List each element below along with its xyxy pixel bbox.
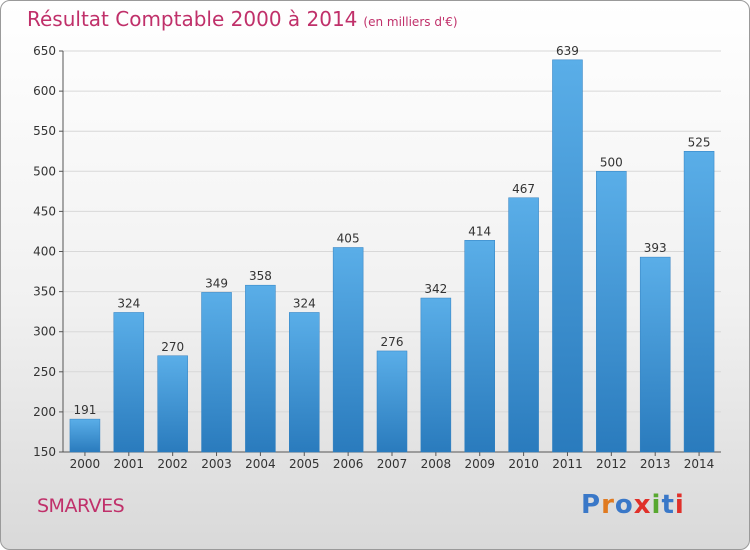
y-tick-label: 500 xyxy=(33,164,56,178)
data-label-2004: 358 xyxy=(249,269,272,283)
x-tick-label-2001: 2001 xyxy=(114,457,145,471)
data-label-2009: 414 xyxy=(468,224,491,238)
x-tick-label-2013: 2013 xyxy=(640,457,671,471)
x-tick-label-2004: 2004 xyxy=(245,457,276,471)
data-label-2006: 405 xyxy=(337,231,360,245)
bar-2000 xyxy=(69,418,101,453)
bars xyxy=(69,59,715,453)
x-tick-label-2011: 2011 xyxy=(552,457,583,471)
bar-2006 xyxy=(332,247,364,453)
bar-2009 xyxy=(464,240,495,453)
logo-letter: i xyxy=(651,490,662,520)
data-label-2011: 639 xyxy=(556,44,579,58)
x-tick-label-2006: 2006 xyxy=(333,457,364,471)
logo-letter: o xyxy=(614,490,634,520)
x-tick-label-2003: 2003 xyxy=(201,457,232,471)
bar-2010 xyxy=(508,197,539,453)
x-tick-label-2012: 2012 xyxy=(596,457,627,471)
bar-2007 xyxy=(376,350,408,453)
y-tick-label: 150 xyxy=(33,445,56,459)
y-tick-label: 650 xyxy=(33,44,56,58)
data-label-2001: 324 xyxy=(117,296,140,310)
y-tick-label: 300 xyxy=(33,325,56,339)
bar-2001 xyxy=(113,312,145,453)
logo-letter: i xyxy=(674,490,685,520)
x-tick-label-2014: 2014 xyxy=(684,457,715,471)
chart-subtitle: (en milliers d'€) xyxy=(363,15,458,29)
y-tick-label: 350 xyxy=(33,285,56,299)
bar-2011 xyxy=(552,59,583,453)
logo-letter: r xyxy=(601,490,615,520)
logo-letter: P xyxy=(581,490,602,520)
x-tick-label-2008: 2008 xyxy=(421,457,452,471)
x-tick-label-2005: 2005 xyxy=(289,457,320,471)
data-label-2010: 467 xyxy=(512,182,535,196)
bar-2013 xyxy=(639,256,671,453)
data-label-2003: 349 xyxy=(205,276,228,290)
data-label-2007: 276 xyxy=(381,335,404,349)
commune-name: SMARVES xyxy=(37,495,125,517)
bar-2008 xyxy=(420,297,452,453)
chart-title: Résultat Comptable 2000 à 2014 xyxy=(27,7,358,31)
data-label-2012: 500 xyxy=(600,155,623,169)
logo-letter: t xyxy=(661,490,675,520)
y-tick-labels: 150 200 250 300 350 400 450 500 550 600 650 xyxy=(33,44,56,459)
data-label-2005: 324 xyxy=(293,296,316,310)
y-tick-label: 200 xyxy=(33,405,56,419)
bar-2014 xyxy=(683,151,715,453)
y-tick-label: 450 xyxy=(33,204,56,218)
x-tick-label-2010: 2010 xyxy=(508,457,539,471)
data-label-2014: 525 xyxy=(688,135,711,149)
data-label-2002: 270 xyxy=(161,340,184,354)
bar-2004 xyxy=(245,284,276,453)
bar-2002 xyxy=(157,355,188,453)
chart-title-block: Résultat Comptable 2000 à 2014 (en millie… xyxy=(27,7,458,31)
y-tick-label: 550 xyxy=(33,124,56,138)
bar-2003 xyxy=(201,292,232,453)
x-tick-label-2000: 2000 xyxy=(70,457,101,471)
bar-2012 xyxy=(596,171,627,453)
data-labels: 191 324 270 349 358 324 405 276 342 414 467 639 500 3… xyxy=(73,44,710,417)
x-tick-label-2009: 2009 xyxy=(464,457,495,471)
y-tick-label: 400 xyxy=(33,245,56,259)
data-label-2008: 342 xyxy=(424,282,447,296)
data-label-2013: 393 xyxy=(644,241,667,255)
x-tick-labels: 2000 2001 2002 2003 2004 2005 2006 2007 2008 2009… xyxy=(70,457,715,471)
data-label-2000: 191 xyxy=(73,403,96,417)
x-tick-label-2007: 2007 xyxy=(377,457,408,471)
y-tick-label: 250 xyxy=(33,365,56,379)
y-tick-label: 600 xyxy=(33,84,56,98)
bar-2005 xyxy=(289,312,320,453)
logo-letter: x xyxy=(633,490,652,520)
proxiti-logo: Proxiti xyxy=(581,490,685,520)
x-tick-label-2002: 2002 xyxy=(157,457,188,471)
